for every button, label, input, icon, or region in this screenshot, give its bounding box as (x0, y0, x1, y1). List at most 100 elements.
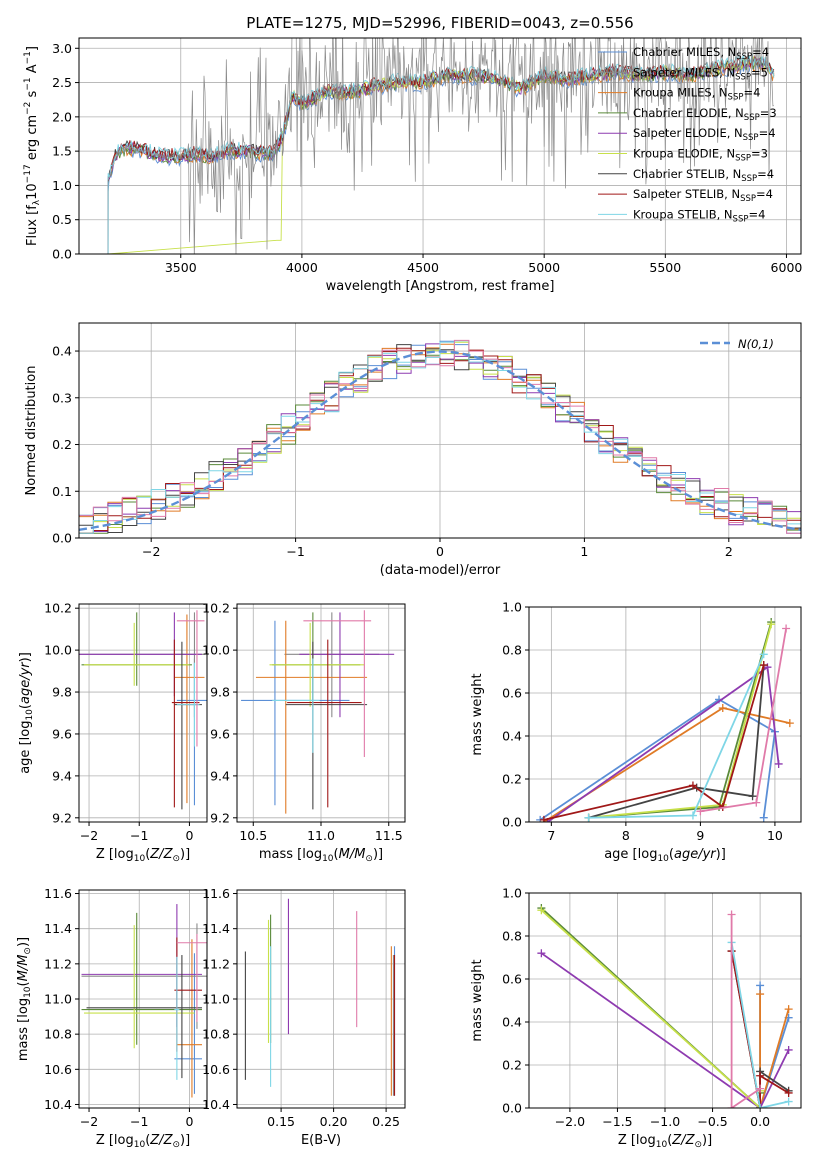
y-tick-label: 11.4 (44, 921, 72, 936)
weight-marker (539, 815, 548, 822)
x-tick-label: 7 (547, 828, 555, 843)
legend-entry: Salpeter MILES, NSSP=5 (633, 65, 768, 82)
axes-frame (78, 37, 802, 255)
axes-frame (78, 603, 208, 823)
y-tick-label: 10.4 (202, 1097, 230, 1112)
weight-line (759, 994, 790, 1108)
x-tick-label: 5000 (528, 260, 560, 275)
data-point (174, 937, 202, 1052)
y-tick-label: 0.2 (502, 1058, 522, 1073)
x-tick-label: 0 (436, 544, 444, 559)
data-point (269, 622, 365, 707)
y-tick-label: 11.0 (202, 992, 230, 1007)
x-axis-label: mass [log10(M/M⊙)] (259, 847, 383, 864)
x-tick-label: −1 (130, 828, 148, 843)
data-point (84, 622, 190, 686)
axes-frame (528, 892, 802, 1109)
weight-marker (756, 1071, 765, 1080)
y-tick-label: 10.8 (44, 1027, 72, 1042)
panel-residual-histogram: −2 −1 0 1 2 0.0 0.1 0.2 0.3 0.4 N(0,1) (data-model)… (24, 322, 802, 578)
weight-marker (537, 906, 546, 915)
y-axis-label: mass weight (470, 673, 485, 755)
y-tick-label: 3.0 (52, 41, 72, 56)
y-tick-label: 0.6 (502, 686, 522, 701)
x-tick-label: 9 (696, 828, 704, 843)
data-point (86, 955, 202, 1079)
x-tick-label: −1.0 (650, 1114, 680, 1129)
y-tick-label: 11.4 (202, 921, 230, 936)
y-tick-label: 10.0 (44, 643, 72, 658)
plot-area (536, 618, 794, 822)
weight-marker (774, 759, 783, 768)
legend-entry: N(0,1) (738, 337, 774, 351)
plot-area (241, 610, 395, 814)
x-tick-label: 0.25 (372, 1114, 400, 1129)
data-point (81, 904, 202, 1028)
x-axis-label: Z [log10(Z/Z⊙)] (618, 1133, 712, 1150)
x-axis-label: (data-model)/error (380, 563, 501, 578)
y-tick-label: 0.4 (502, 1015, 522, 1030)
grid (79, 890, 207, 1108)
data-point (255, 620, 368, 814)
grid (237, 890, 405, 1108)
histogram-series (79, 347, 801, 534)
y-tick-label: 9.4 (52, 768, 72, 783)
y-tick-label: 0.2 (502, 772, 522, 787)
weight-marker (784, 1088, 793, 1097)
y-tick-label: 0.0 (52, 531, 72, 546)
y-tick-label: 0.0 (502, 1101, 522, 1116)
weight-marker (785, 719, 794, 728)
y-tick-label: 0.4 (502, 729, 522, 744)
data-point (241, 620, 350, 806)
panel-age-vs-Z: −2 −1 0 9.2 9.4 9.6 9.8 10.0 10.2 Z [log10(Z/Z⊙)]… (18, 601, 208, 864)
weight-line (543, 664, 765, 821)
data-point (176, 610, 205, 747)
y-tick-label: 10.4 (44, 1097, 72, 1112)
x-tick-label: 2 (725, 544, 733, 559)
grid (79, 604, 207, 822)
x-tick-label: −2 (80, 1114, 98, 1129)
x-tick-label: 6000 (771, 260, 803, 275)
weight-marker (756, 1104, 765, 1108)
y-tick-label: 0.5 (52, 212, 72, 227)
y-tick-label: 0.6 (502, 972, 522, 987)
data-point (285, 641, 368, 810)
observed-spectrum (107, 38, 774, 254)
data-point (174, 641, 202, 810)
weight-marker (584, 813, 593, 822)
weight-marker (727, 1104, 736, 1108)
panel-mass-vs-Z: −2 −1 0 10.4 10.6 10.8 11.0 11.2 11.4 11.6 Z [log1… (16, 886, 208, 1150)
weight-line (540, 952, 790, 1108)
x-tick-label: −2 (80, 828, 98, 843)
x-tick-label: −2 (142, 544, 160, 559)
axes-frame (236, 603, 406, 823)
x-tick-label: 3500 (165, 260, 197, 275)
data-point (303, 610, 372, 758)
y-tick-label: 10.2 (44, 601, 72, 616)
x-tick-label: −0.5 (697, 1114, 727, 1129)
x-tick-label: 10.5 (239, 828, 267, 843)
legend-entry: Chabrier STELIB, NSSP=4 (633, 167, 774, 184)
data-point (176, 939, 202, 1098)
plot-area (244, 898, 396, 1096)
weight-line (540, 909, 761, 1108)
x-axis-label: Z [log10(Z/Z⊙)] (96, 1133, 190, 1150)
axes-frame (78, 889, 208, 1109)
data-point (287, 639, 362, 808)
x-tick-label: −1 (286, 544, 304, 559)
y-tick-label: 2.5 (52, 75, 72, 90)
x-axis-label: E(B-V) (301, 1133, 341, 1148)
x-tick-label: 4000 (286, 260, 318, 275)
data-point (174, 953, 202, 1094)
x-tick-label: 0.0 (750, 1114, 770, 1129)
weight-series (543, 663, 783, 822)
x-axis-label: age [log10(age/yr)] (604, 847, 726, 864)
weight-marker (759, 650, 768, 659)
panel-mass-vs-EBV: 0.15 0.20 0.25 10.4 10.6 10.8 11.0 11.2 11.4 11.6… (202, 886, 406, 1148)
y-tick-label: 1.0 (52, 178, 72, 193)
x-tick-label: −2.0 (555, 1114, 585, 1129)
x-tick-label: 11.5 (375, 828, 403, 843)
y-tick-label: 11.2 (202, 956, 230, 971)
data-point (176, 933, 207, 1022)
data-point (81, 612, 192, 686)
